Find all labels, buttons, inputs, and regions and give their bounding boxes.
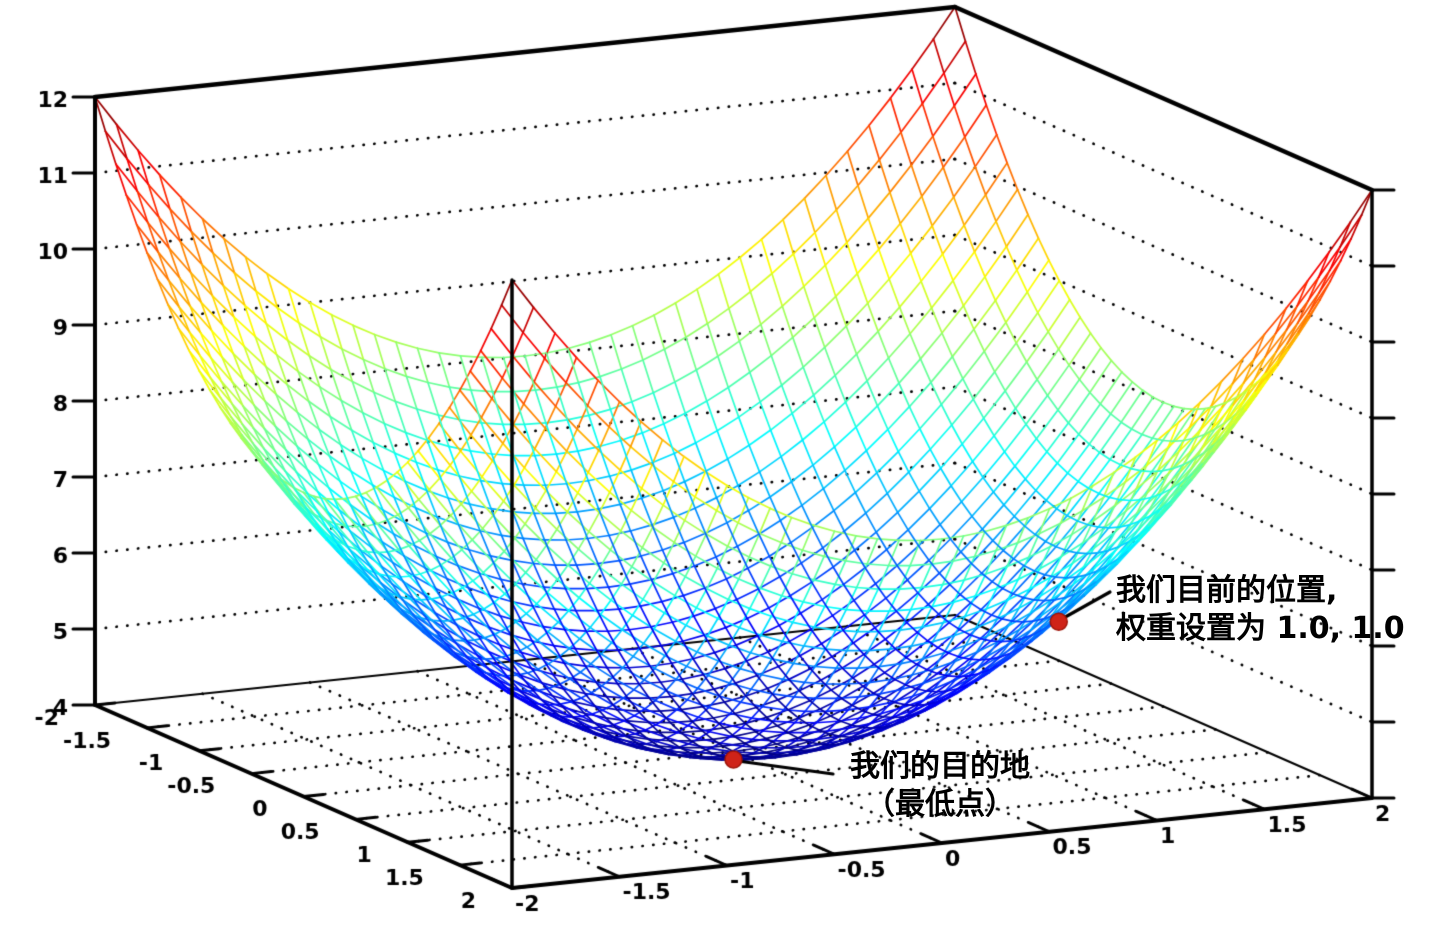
annotation-destination-line2: （最低点） xyxy=(865,787,1015,822)
annotation-destination-line1: 我们的目的地 xyxy=(850,749,1030,784)
annotation-current-position: 我们目前的位置, 权重设置为 1.0, 1.0 xyxy=(1116,572,1405,648)
annotation-current-line1: 我们目前的位置, xyxy=(1116,573,1338,608)
annotation-destination: 我们的目的地 （最低点） xyxy=(808,748,1072,824)
annotation-current-line2: 权重设置为 1.0, 1.0 xyxy=(1116,611,1405,646)
